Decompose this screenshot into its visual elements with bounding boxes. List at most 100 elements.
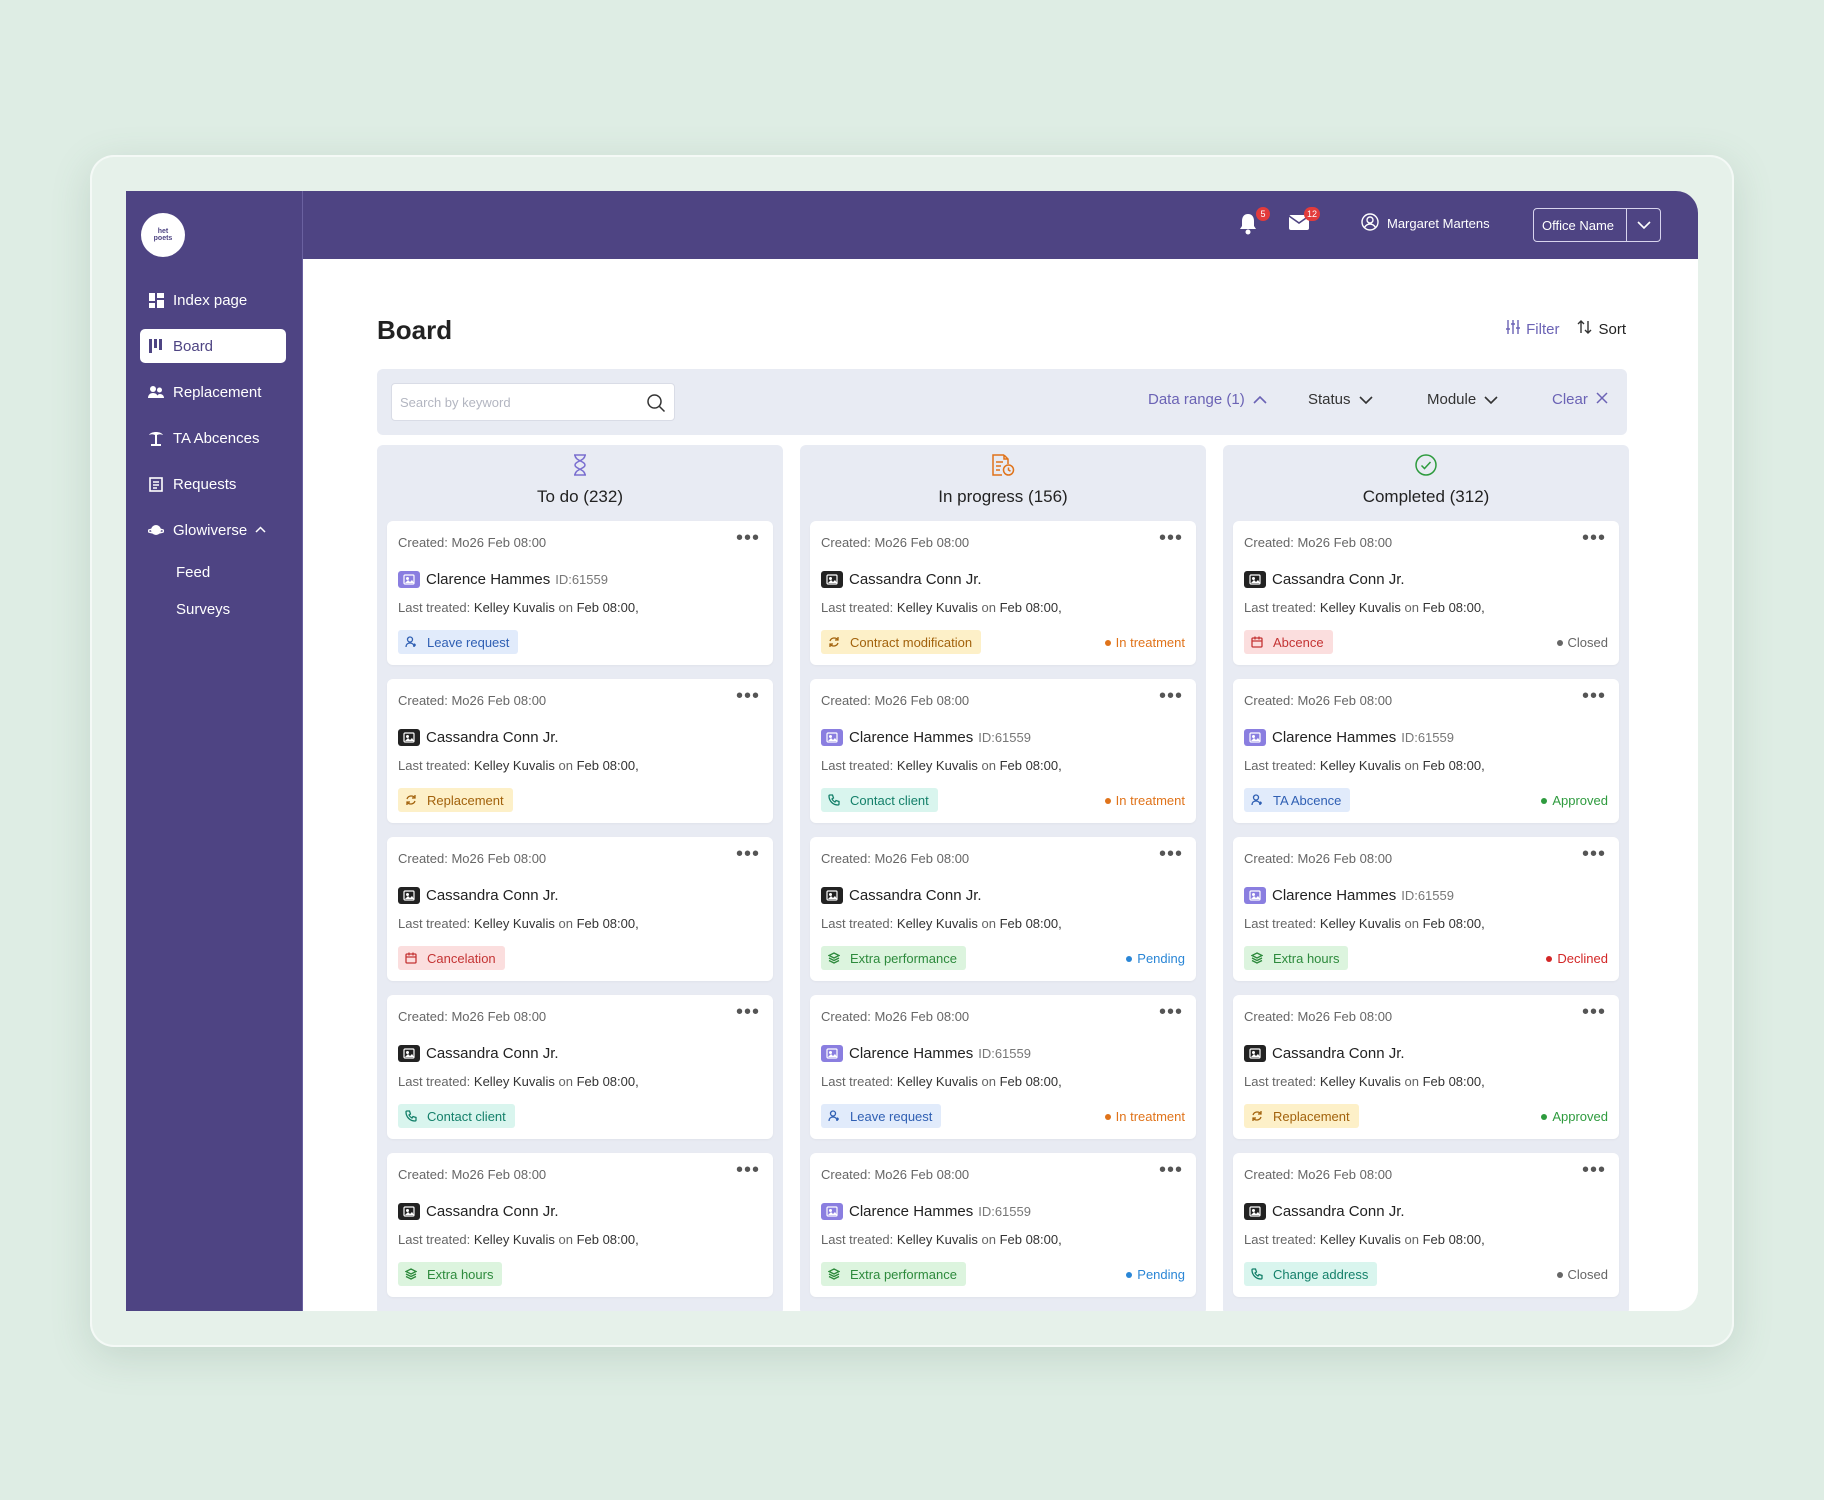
request-type-tag[interactable]: Extra performance xyxy=(821,946,966,970)
card-person[interactable]: Clarence Hammes ID:61559 xyxy=(1244,887,1454,904)
more-icon[interactable]: ••• xyxy=(1158,527,1183,549)
sidebar-item-requests[interactable]: Requests xyxy=(140,467,286,501)
request-type-tag[interactable]: Contact client xyxy=(821,788,938,812)
sidebar-subitem-surveys[interactable]: Surveys xyxy=(176,600,231,618)
request-card[interactable]: Created: Mo26 Feb 08:00 ••• Cassandra Conn… xyxy=(1233,995,1619,1139)
more-icon[interactable]: ••• xyxy=(1581,685,1606,707)
request-type-tag[interactable]: Extra hours xyxy=(398,1262,503,1286)
check-circle-icon xyxy=(1415,454,1437,481)
request-type-tag[interactable]: TA Abcence xyxy=(1244,788,1351,812)
last-treated-date: Feb 08:00, xyxy=(999,758,1062,773)
data-range-filter[interactable]: Data range (1) xyxy=(1148,391,1267,408)
avatar xyxy=(398,887,420,904)
card-created: Created: Mo26 Feb 08:00 xyxy=(821,693,970,708)
request-type-tag[interactable]: Abcence xyxy=(1244,630,1333,654)
chevron-down-icon[interactable] xyxy=(1626,209,1660,241)
last-treated-prefix: Last treated: xyxy=(821,758,894,773)
notifications-button[interactable]: 5 xyxy=(1238,207,1270,237)
request-card[interactable]: Created: Mo26 Feb 08:00 ••• Clarence Hamme… xyxy=(1233,679,1619,823)
request-card[interactable]: Created: Mo26 Feb 08:00 ••• Clarence Hamme… xyxy=(387,521,773,665)
sort-button[interactable]: Sort xyxy=(1577,320,1626,338)
request-card[interactable]: Created: Mo26 Feb 08:00 ••• Clarence Hamme… xyxy=(810,995,1196,1139)
card-person[interactable]: Cassandra Conn Jr. xyxy=(398,729,559,746)
last-treated-prefix: Last treated: xyxy=(398,758,471,773)
sidebar-item-replacement[interactable]: Replacement xyxy=(140,375,286,409)
card-person[interactable]: Cassandra Conn Jr. xyxy=(821,571,982,588)
request-card[interactable]: Created: Mo26 Feb 08:00 ••• Cassandra Conn… xyxy=(387,995,773,1139)
request-type-tag[interactable]: Replacement xyxy=(1244,1104,1359,1128)
status-label: In treatment xyxy=(1115,1109,1185,1124)
status-label: Approved xyxy=(1552,1109,1608,1124)
sidebar-item-board[interactable]: Board xyxy=(140,329,286,363)
last-treated-date: Feb 08:00, xyxy=(576,1232,639,1247)
card-person[interactable]: Cassandra Conn Jr. xyxy=(1244,571,1405,588)
filter-button[interactable]: Filter xyxy=(1505,320,1559,338)
more-icon[interactable]: ••• xyxy=(735,1159,760,1181)
office-select[interactable]: Office Name xyxy=(1533,208,1661,242)
card-last-treated: Last treated: Kelley Kuvalis on Feb 08:0… xyxy=(398,916,639,931)
request-card[interactable]: Created: Mo26 Feb 08:00 ••• Cassandra Conn… xyxy=(387,1153,773,1297)
card-person[interactable]: Cassandra Conn Jr. xyxy=(1244,1045,1405,1062)
logo[interactable]: het poets xyxy=(141,213,185,257)
sidebar-item-glowiverse[interactable]: Glowiverse xyxy=(140,513,286,547)
last-treated-prefix: Last treated: xyxy=(1244,758,1317,773)
card-person[interactable]: Cassandra Conn Jr. xyxy=(821,887,982,904)
avatar xyxy=(398,571,420,588)
more-icon[interactable]: ••• xyxy=(1158,1159,1183,1181)
more-icon[interactable]: ••• xyxy=(1158,685,1183,707)
clear-filters-button[interactable]: Clear xyxy=(1552,391,1608,408)
status-label: Closed xyxy=(1567,1267,1608,1282)
card-person[interactable]: Clarence Hammes ID:61559 xyxy=(821,1203,1031,1220)
card-person[interactable]: Clarence Hammes ID:61559 xyxy=(1244,729,1454,746)
request-card[interactable]: Created: Mo26 Feb 08:00 ••• Clarence Hamme… xyxy=(810,1153,1196,1297)
request-type-tag[interactable]: Extra performance xyxy=(821,1262,966,1286)
card-person[interactable]: Cassandra Conn Jr. xyxy=(398,1045,559,1062)
card-person[interactable]: Clarence Hammes ID:61559 xyxy=(821,1045,1031,1062)
request-card[interactable]: Created: Mo26 Feb 08:00 ••• Cassandra Conn… xyxy=(387,837,773,981)
more-icon[interactable]: ••• xyxy=(735,685,760,707)
request-card[interactable]: Created: Mo26 Feb 08:00 ••• Cassandra Conn… xyxy=(1233,521,1619,665)
more-icon[interactable]: ••• xyxy=(1158,1001,1183,1023)
request-card[interactable]: Created: Mo26 Feb 08:00 ••• Cassandra Conn… xyxy=(1233,1153,1619,1297)
sidebar-item-index-page[interactable]: Index page xyxy=(140,283,286,317)
request-type-tag[interactable]: Leave request xyxy=(398,630,519,654)
more-icon[interactable]: ••• xyxy=(1158,843,1183,865)
request-type-tag[interactable]: Leave request xyxy=(821,1104,942,1128)
sidebar-subitem-feed[interactable]: Feed xyxy=(176,563,211,581)
more-icon[interactable]: ••• xyxy=(735,843,760,865)
request-card[interactable]: Created: Mo26 Feb 08:00 ••• Clarence Hamme… xyxy=(810,679,1196,823)
request-type-tag[interactable]: Contract modification xyxy=(821,630,982,654)
more-icon[interactable]: ••• xyxy=(1581,527,1606,549)
card-person[interactable]: Cassandra Conn Jr. xyxy=(398,887,559,904)
sidebar-item-ta-abcences[interactable]: TA Abcences xyxy=(140,421,286,455)
request-type-tag[interactable]: Extra hours xyxy=(1244,946,1349,970)
request-card[interactable]: Created: Mo26 Feb 08:00 ••• Cassandra Conn… xyxy=(810,521,1196,665)
more-icon[interactable]: ••• xyxy=(735,1001,760,1023)
status-filter[interactable]: Status xyxy=(1308,391,1373,408)
card-person[interactable]: Clarence Hammes ID:61559 xyxy=(821,729,1031,746)
card-person[interactable]: Cassandra Conn Jr. xyxy=(1244,1203,1405,1220)
card-person[interactable]: Clarence Hammes ID:61559 xyxy=(398,571,608,588)
request-type-tag[interactable]: Cancelation xyxy=(398,946,505,970)
request-type-tag[interactable]: Change address xyxy=(1244,1262,1378,1286)
more-icon[interactable]: ••• xyxy=(1581,843,1606,865)
more-icon[interactable]: ••• xyxy=(1581,1159,1606,1181)
search-input[interactable] xyxy=(392,384,632,420)
request-type-tag[interactable]: Replacement xyxy=(398,788,513,812)
request-type-tag[interactable]: Contact client xyxy=(398,1104,515,1128)
dashboard-icon xyxy=(148,292,164,308)
more-icon[interactable]: ••• xyxy=(1581,1001,1606,1023)
more-icon[interactable]: ••• xyxy=(735,527,760,549)
status-label: Closed xyxy=(1567,635,1608,650)
request-card[interactable]: Created: Mo26 Feb 08:00 ••• Cassandra Conn… xyxy=(387,679,773,823)
person-name: Clarence Hammes xyxy=(426,571,551,588)
person-name: Clarence Hammes xyxy=(849,729,974,746)
card-person[interactable]: Cassandra Conn Jr. xyxy=(398,1203,559,1220)
module-filter[interactable]: Module xyxy=(1427,391,1498,408)
request-card[interactable]: Created: Mo26 Feb 08:00 ••• Cassandra Conn… xyxy=(810,837,1196,981)
messages-button[interactable]: 12 xyxy=(1288,207,1320,237)
user-menu[interactable]: Margaret Martens xyxy=(1361,213,1490,234)
status-dot xyxy=(1126,955,1133,962)
request-card[interactable]: Created: Mo26 Feb 08:00 ••• Clarence Hamme… xyxy=(1233,837,1619,981)
search-icon[interactable] xyxy=(646,393,666,418)
